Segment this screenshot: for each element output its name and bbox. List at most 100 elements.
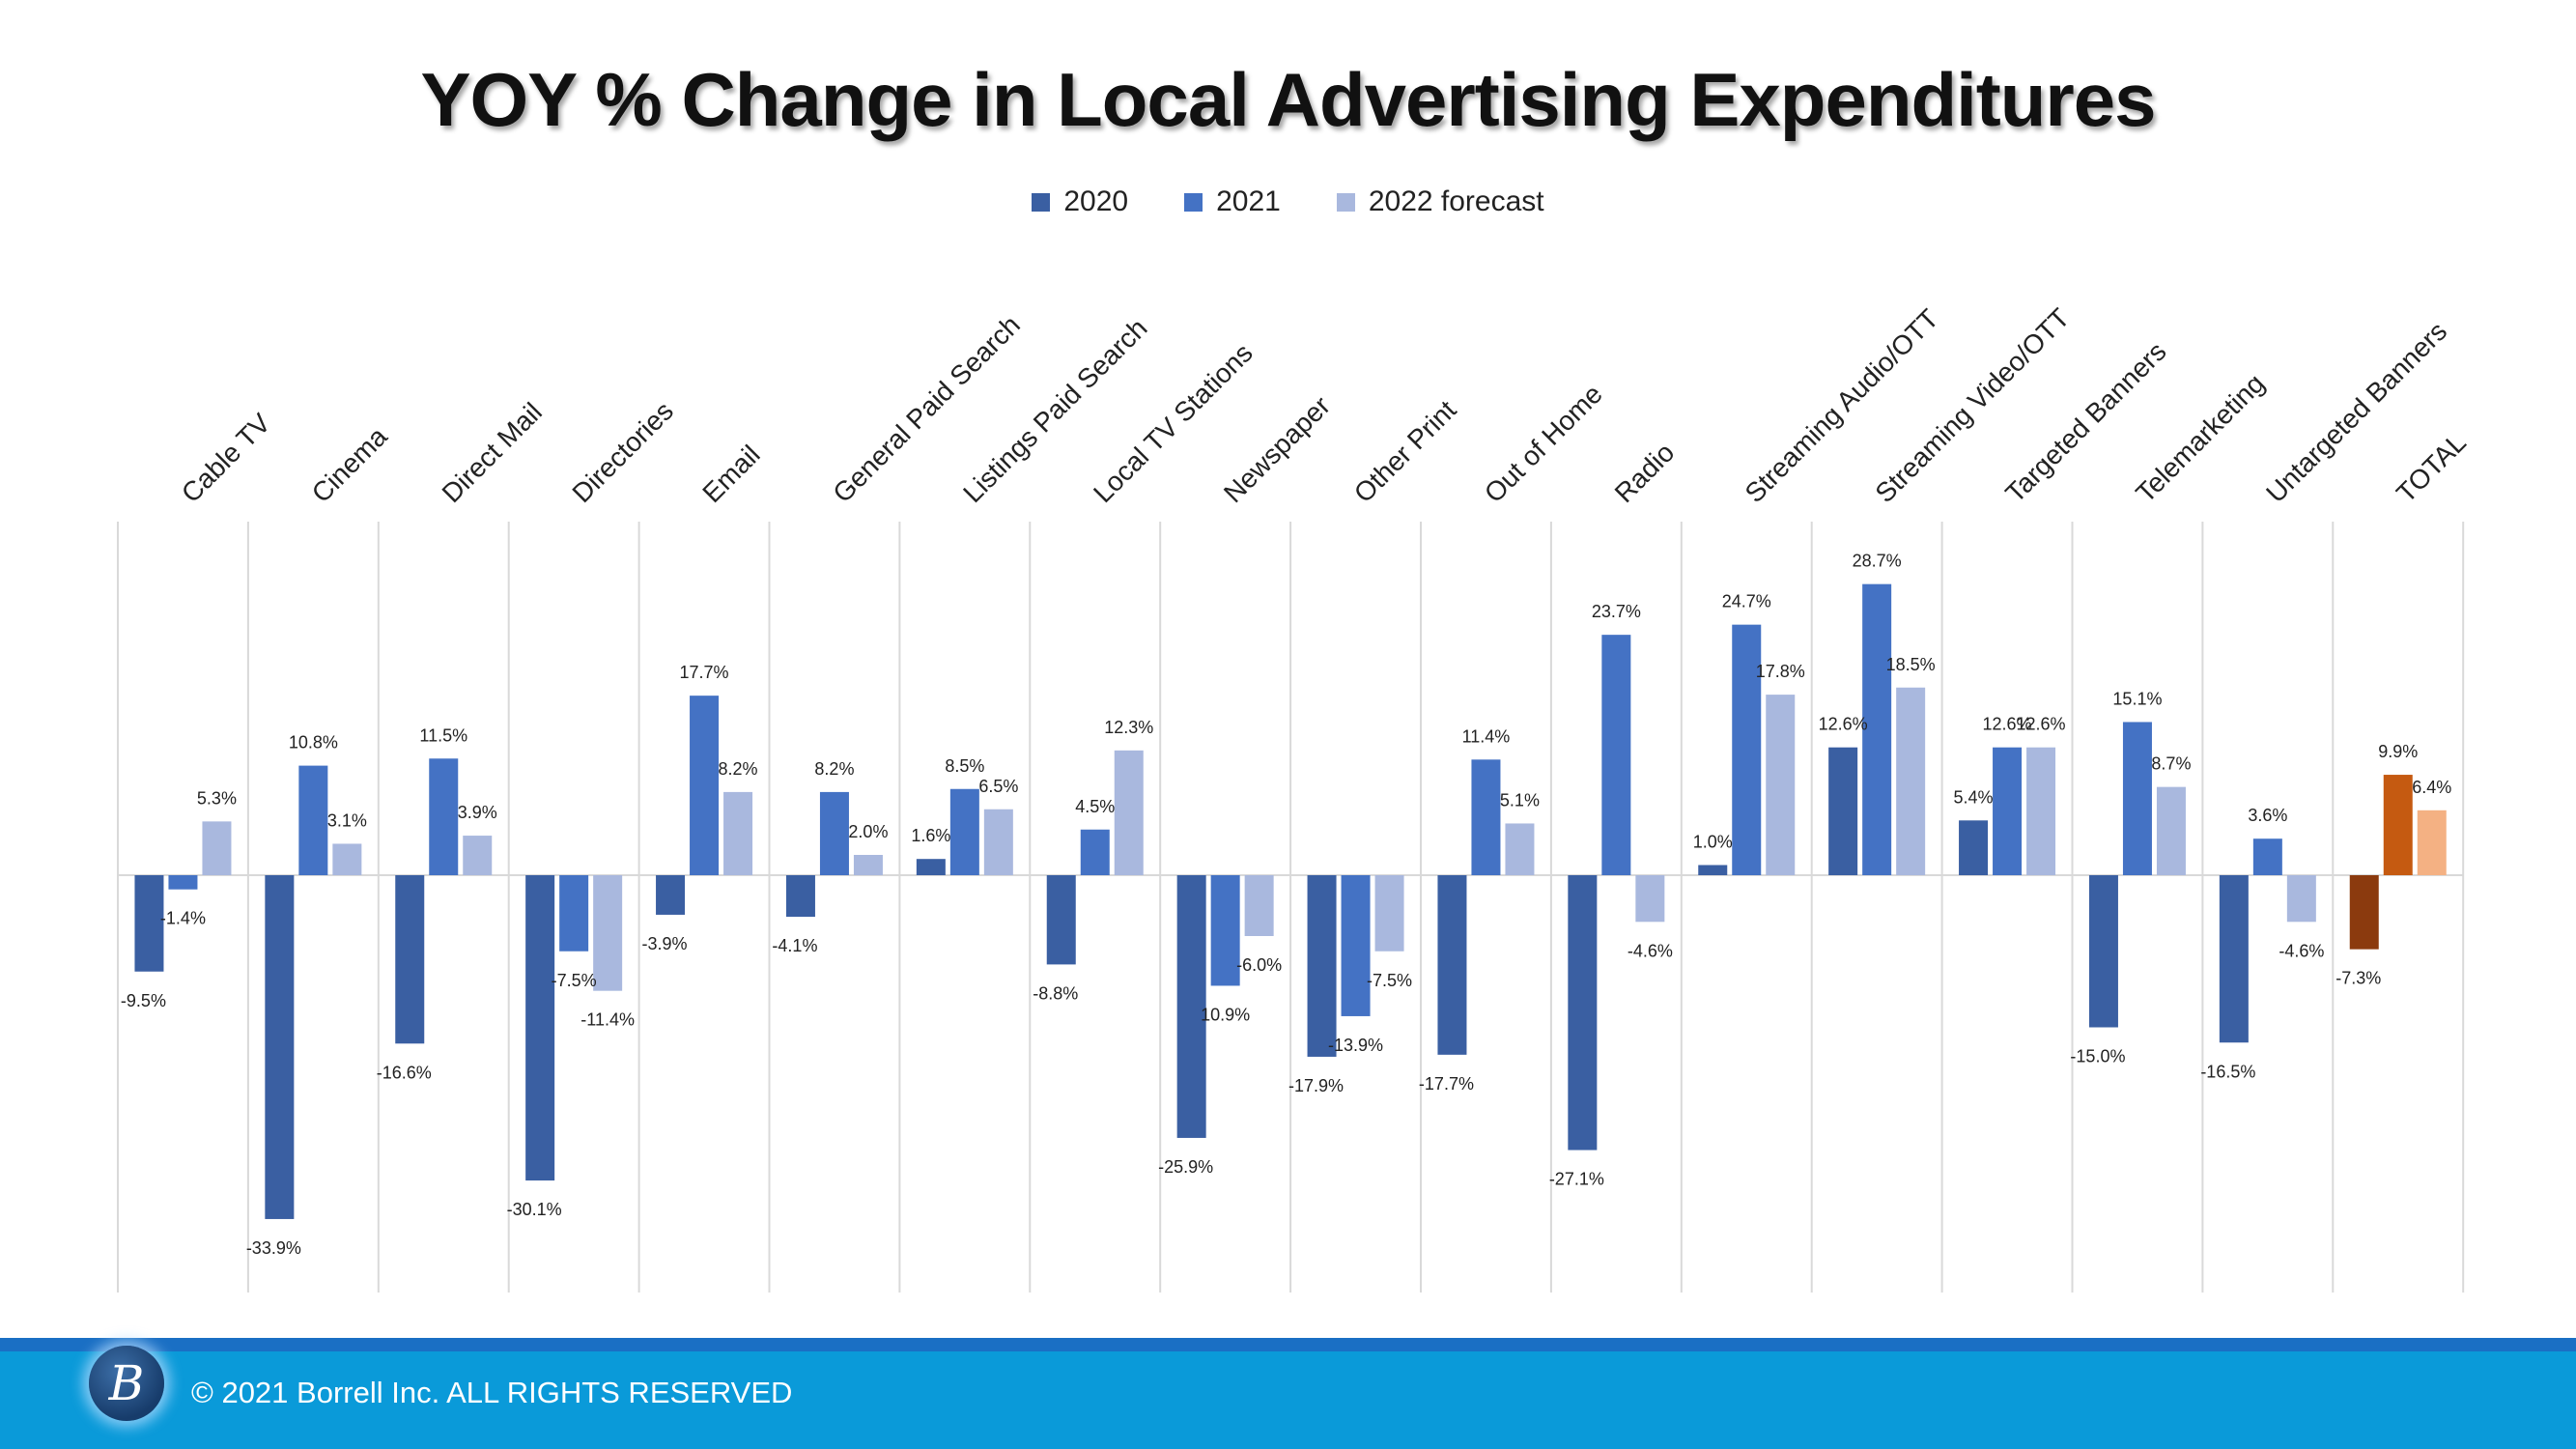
bar[interactable] — [1993, 747, 2023, 875]
bar[interactable] — [1244, 875, 1274, 936]
bar[interactable] — [1437, 875, 1467, 1055]
data-label: -16.5% — [2200, 1062, 2255, 1081]
bar[interactable] — [1341, 875, 1371, 1016]
data-label: 6.4% — [2412, 778, 2451, 797]
data-label: 17.7% — [680, 663, 729, 682]
data-label: 4.5% — [1075, 797, 1115, 816]
data-label: 18.5% — [1886, 655, 1936, 674]
bar[interactable] — [785, 875, 815, 918]
bar[interactable] — [1114, 750, 1144, 875]
bar[interactable] — [819, 791, 849, 875]
bar[interactable] — [2122, 722, 2152, 875]
data-label: -3.9% — [642, 934, 688, 953]
legend-swatch — [1336, 192, 1355, 212]
bar[interactable] — [1896, 687, 1926, 875]
category-label: TOTAL — [2391, 427, 2472, 508]
legend-item-2021[interactable]: 2021 — [1184, 185, 1281, 218]
category-label: Newspaper — [1218, 390, 1336, 508]
category-label: Email — [696, 440, 765, 508]
data-label: -9.5% — [121, 991, 166, 1010]
bar-chart: Cable TV Cinema Direct Mail Directories Emai… — [117, 302, 2472, 1293]
legend: 2020 2021 2022 forecast — [0, 185, 2576, 218]
category-label: Out of Home — [1479, 379, 1608, 508]
bar[interactable] — [559, 875, 589, 952]
category-label: Directories — [566, 396, 679, 509]
bar[interactable] — [1374, 875, 1404, 952]
data-label: -7.3% — [2335, 969, 2381, 988]
bar[interactable] — [1635, 875, 1665, 923]
bar[interactable] — [1601, 635, 1631, 875]
bar[interactable] — [429, 758, 459, 875]
bar[interactable] — [1698, 865, 1728, 876]
bar[interactable] — [723, 791, 753, 875]
bar[interactable] — [2286, 875, 2316, 923]
category-label: Other Print — [1348, 394, 1462, 508]
data-label: 10.8% — [289, 733, 338, 753]
bar[interactable] — [593, 875, 623, 991]
bar[interactable] — [1568, 875, 1598, 1151]
legend-swatch — [1032, 192, 1051, 212]
data-label: -4.6% — [1628, 941, 1673, 960]
legend-item-2022-forecast[interactable]: 2022 forecast — [1336, 185, 1544, 218]
data-label: -1.4% — [160, 909, 206, 928]
data-label: -30.1% — [507, 1200, 562, 1219]
data-labels: -9.5% -33.9% -16.6% -30.1% -3.9% -4.1% 1.6% -8.… — [121, 552, 2451, 1258]
data-label: 9.9% — [2378, 742, 2418, 761]
bar[interactable] — [1046, 875, 1076, 965]
data-label: -11.4% — [580, 1010, 635, 1030]
legend-item-2020[interactable]: 2020 — [1032, 185, 1128, 218]
data-label: -7.5% — [552, 971, 597, 990]
bar[interactable] — [656, 875, 686, 915]
bar[interactable] — [168, 875, 198, 890]
bar[interactable] — [1080, 829, 1110, 875]
bar[interactable] — [853, 855, 883, 875]
borrell-logo: B — [89, 1346, 164, 1421]
bar[interactable] — [134, 875, 164, 972]
data-label: 12.6% — [1819, 715, 1868, 734]
bar[interactable] — [1828, 747, 1858, 875]
data-label: -17.9% — [1288, 1076, 1344, 1095]
data-label: 2.0% — [848, 822, 888, 841]
bar[interactable] — [2088, 875, 2118, 1028]
bar[interactable] — [983, 809, 1013, 875]
bar[interactable] — [1766, 695, 1796, 875]
data-label: -8.8% — [1033, 983, 1078, 1003]
bar[interactable] — [2156, 786, 2186, 875]
data-label: 8.2% — [719, 759, 758, 779]
bar[interactable] — [1732, 624, 1762, 875]
bar[interactable] — [463, 836, 493, 875]
bar[interactable] — [1471, 759, 1501, 875]
bar[interactable] — [2383, 775, 2413, 875]
bar[interactable] — [2026, 747, 2056, 875]
bar[interactable] — [2349, 875, 2379, 950]
bar[interactable] — [332, 843, 362, 875]
data-label: -27.1% — [1549, 1170, 1604, 1189]
bar[interactable] — [916, 859, 946, 875]
bar[interactable] — [265, 875, 295, 1219]
footer-band — [0, 1338, 2576, 1449]
bar[interactable] — [1862, 583, 1892, 875]
category-axis: Cable TV Cinema Direct Mail Directories Emai… — [176, 302, 2472, 508]
bar[interactable] — [1176, 875, 1206, 1138]
bar[interactable] — [2417, 810, 2447, 875]
bar[interactable] — [2252, 838, 2282, 875]
data-label: 6.5% — [978, 777, 1018, 796]
bar[interactable] — [1210, 875, 1240, 986]
bar[interactable] — [690, 696, 720, 875]
bar[interactable] — [1505, 823, 1535, 875]
bar[interactable] — [525, 875, 555, 1181]
bar[interactable] — [1959, 820, 1989, 875]
bar[interactable] — [202, 821, 232, 875]
data-label: 8.7% — [2151, 754, 2191, 774]
category-label: Direct Mail — [437, 397, 548, 508]
data-label: 3.1% — [327, 810, 367, 830]
bar[interactable] — [395, 875, 425, 1044]
data-label: 1.6% — [911, 826, 950, 845]
bar[interactable] — [1307, 875, 1337, 1057]
bar[interactable] — [949, 788, 979, 875]
bar[interactable] — [298, 765, 328, 875]
data-label: -16.6% — [377, 1063, 432, 1082]
bar[interactable] — [2219, 875, 2249, 1043]
data-label: 10.9% — [1201, 1005, 1250, 1024]
data-label: 28.7% — [1853, 552, 1902, 571]
